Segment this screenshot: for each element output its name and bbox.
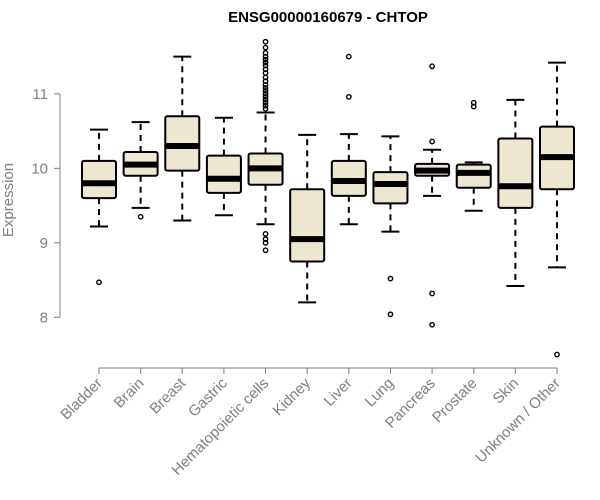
outlier-point (262, 105, 269, 112)
iqr-box (455, 163, 492, 189)
iqr-box (81, 159, 117, 200)
x-tick-label: Prostate (429, 375, 481, 427)
x-tick-label: Bladder (57, 375, 106, 424)
x-tick-label: Brain (111, 375, 148, 412)
outlier-point (262, 85, 269, 91)
outlier-point (554, 351, 560, 358)
outlier-point (262, 93, 269, 100)
x-tick-label: Lung (362, 375, 398, 411)
box-hematopoietic-cells (247, 38, 284, 254)
outlier-point (387, 275, 394, 282)
outlier-point (262, 38, 269, 45)
outlier-point (262, 59, 269, 66)
box-kidney (289, 133, 326, 304)
y-tick-label: 8 (40, 309, 48, 326)
iqr-box (205, 154, 242, 194)
outlier-point (262, 70, 269, 76)
outlier-point (262, 230, 269, 237)
box-lung (372, 135, 409, 318)
outlier-point (387, 311, 394, 318)
outlier-point (137, 213, 144, 220)
chart-title: ENSG00000160679 - CHTOP (228, 9, 428, 26)
outlier-point (429, 290, 435, 297)
outlier-point (345, 53, 352, 60)
outlier-point (262, 56, 269, 63)
outlier-point (262, 87, 269, 94)
iqr-box (372, 171, 409, 205)
outlier-point (429, 321, 435, 328)
box-brain (122, 121, 159, 220)
outlier-point (429, 63, 435, 70)
outlier-point (470, 103, 477, 110)
outlier-point (262, 239, 269, 246)
outlier-point (262, 90, 269, 97)
box-skin (497, 98, 534, 288)
y-axis: 8 9 10 11 (31, 86, 61, 326)
iqr-box (497, 137, 534, 209)
x-tick-label: Kidney (270, 374, 315, 419)
outlier-point (262, 53, 269, 60)
y-axis-label: Expression (0, 163, 17, 237)
box-gastric (205, 116, 242, 217)
box-breast (164, 55, 201, 222)
box-unknown-other (539, 61, 575, 358)
outlier-point (262, 247, 269, 254)
iqr-box (289, 188, 326, 263)
outlier-point (262, 102, 269, 109)
outlier-point (429, 138, 435, 145)
outlier-point (262, 99, 269, 106)
box-prostate (455, 99, 492, 212)
x-tick-label: Breast (146, 374, 189, 417)
outlier-point (262, 96, 269, 103)
x-tick-label: Skin (490, 375, 523, 408)
box-pancreas (414, 63, 451, 328)
box-bladder (81, 128, 117, 286)
box-liver (330, 53, 367, 226)
outlier-point (262, 82, 269, 88)
outlier-point (345, 93, 352, 100)
outlier-point (262, 44, 269, 51)
boxes-group (81, 38, 575, 358)
y-tick-label: 11 (32, 86, 48, 103)
x-tick-label: Liver (321, 375, 356, 410)
outlier-point (96, 279, 102, 286)
y-tick-label: 10 (31, 160, 48, 177)
y-tick-label: 9 (40, 235, 48, 252)
